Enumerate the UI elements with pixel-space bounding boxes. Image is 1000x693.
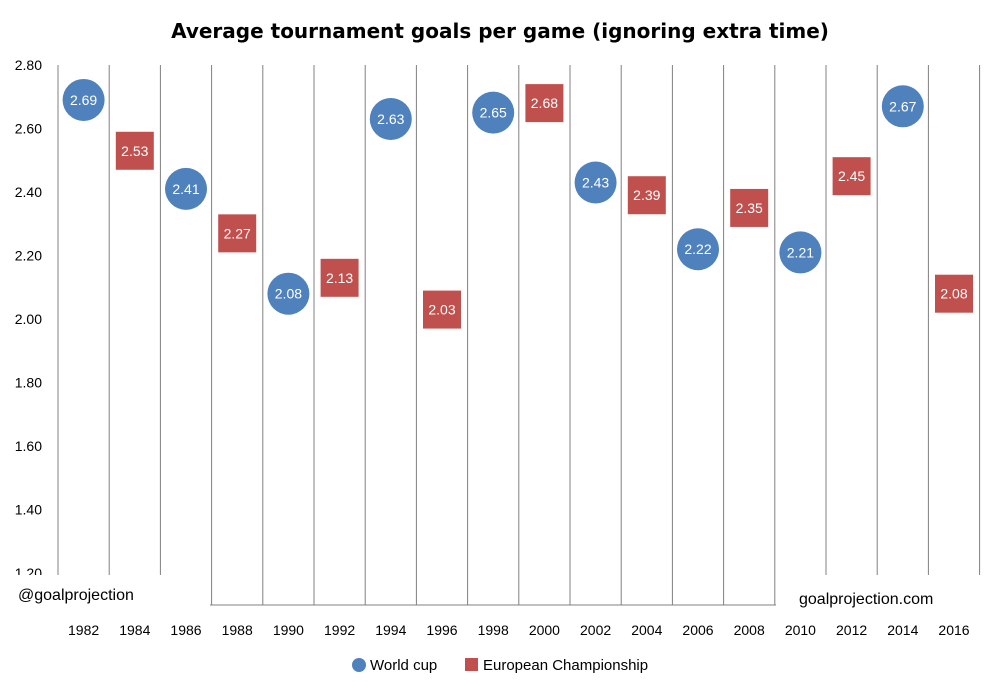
x-tick-label: 2008 [734, 622, 765, 638]
x-tick-label: 2014 [887, 622, 918, 638]
gridlines [57, 65, 981, 605]
legend-world-cup-label: World cup [370, 657, 437, 674]
data-label: 2.22 [684, 241, 711, 257]
world-cup-point [779, 231, 822, 274]
right-credit-backdrop [776, 575, 1000, 615]
data-marks: 2.69 2.41 2.08 2.63 2.65 2.43 2.22 2.21 2.67 2.53… [62, 78, 973, 329]
data-label: 2.69 [70, 92, 97, 108]
data-label: 2.43 [582, 175, 609, 191]
legend-world-cup-marker [352, 658, 366, 672]
euro-point [832, 157, 871, 196]
right-credit: goalprojection.com [799, 591, 933, 608]
euro-point [627, 176, 666, 215]
y-tick-label: 2.40 [15, 184, 42, 200]
euro-point [320, 258, 359, 297]
euro-point [935, 274, 973, 313]
y-tick-label: 1.60 [15, 438, 42, 454]
legend-euro-label: European Championship [483, 657, 648, 674]
euro-point [525, 84, 564, 123]
x-tick-label: 1984 [119, 622, 150, 638]
x-tick-label: 2010 [785, 622, 816, 638]
data-label: 2.67 [889, 98, 916, 114]
euro-point [423, 290, 461, 329]
euro-point [730, 188, 769, 227]
data-label: 2.27 [224, 225, 251, 241]
legend-euro-marker [465, 658, 478, 671]
data-label: 2.08 [275, 286, 302, 302]
data-label: 2.68 [531, 95, 558, 111]
y-axis-tick-labels: 1.201.401.601.802.002.202.402.602.80 [15, 57, 42, 581]
world-cup-point [677, 228, 719, 271]
x-tick-label: 2016 [938, 622, 969, 638]
x-tick-label: 1996 [426, 622, 457, 638]
euro-point [218, 214, 257, 253]
x-tick-label: 1992 [324, 622, 355, 638]
data-label: 2.45 [838, 168, 865, 184]
y-tick-label: 2.00 [15, 311, 42, 327]
x-tick-label: 1986 [170, 622, 201, 638]
legend: World cup European Championship [352, 657, 648, 674]
x-tick-label: 1982 [68, 622, 99, 638]
data-label: 2.21 [787, 244, 814, 260]
x-tick-label: 2004 [631, 622, 662, 638]
x-tick-label: 1990 [273, 622, 304, 638]
world-cup-point [369, 98, 412, 140]
world-cup-point [267, 272, 310, 315]
data-label: 2.13 [326, 270, 353, 286]
world-cup-point [881, 85, 924, 128]
world-cup-point [574, 161, 617, 204]
y-tick-label: 2.20 [15, 248, 42, 264]
y-tick-label: 2.60 [15, 121, 42, 137]
left-credit: @goalprojection [18, 587, 134, 604]
x-tick-label: 2006 [682, 622, 713, 638]
chart-title: Average tournament goals per game (ignor… [171, 19, 829, 43]
world-cup-point [472, 91, 515, 134]
world-cup-point [165, 167, 207, 210]
data-label: 2.41 [172, 181, 199, 197]
x-axis-tick-labels: 1982 1984 1986 1988 1990 1992 1994 1996 1998 2000… [68, 622, 970, 638]
data-label: 2.65 [480, 105, 507, 121]
x-tick-label: 2012 [836, 622, 867, 638]
world-cup-point [62, 78, 105, 121]
x-tick-label: 2000 [529, 622, 560, 638]
y-tick-label: 1.80 [15, 375, 42, 391]
left-credit-backdrop [0, 575, 209, 610]
x-tick-label: 1988 [222, 622, 253, 638]
euro-point [115, 131, 154, 170]
data-label: 2.35 [736, 200, 763, 216]
x-tick-label: 1998 [478, 622, 509, 638]
data-label: 2.63 [377, 111, 404, 127]
y-tick-label: 2.80 [15, 57, 42, 73]
data-label: 2.03 [428, 302, 455, 318]
data-label: 2.53 [121, 143, 148, 159]
data-label: 2.08 [940, 286, 967, 302]
y-tick-label: 1.40 [15, 502, 42, 518]
x-tick-label: 2002 [580, 622, 611, 638]
data-label: 2.39 [633, 187, 660, 203]
x-tick-label: 1994 [375, 622, 406, 638]
